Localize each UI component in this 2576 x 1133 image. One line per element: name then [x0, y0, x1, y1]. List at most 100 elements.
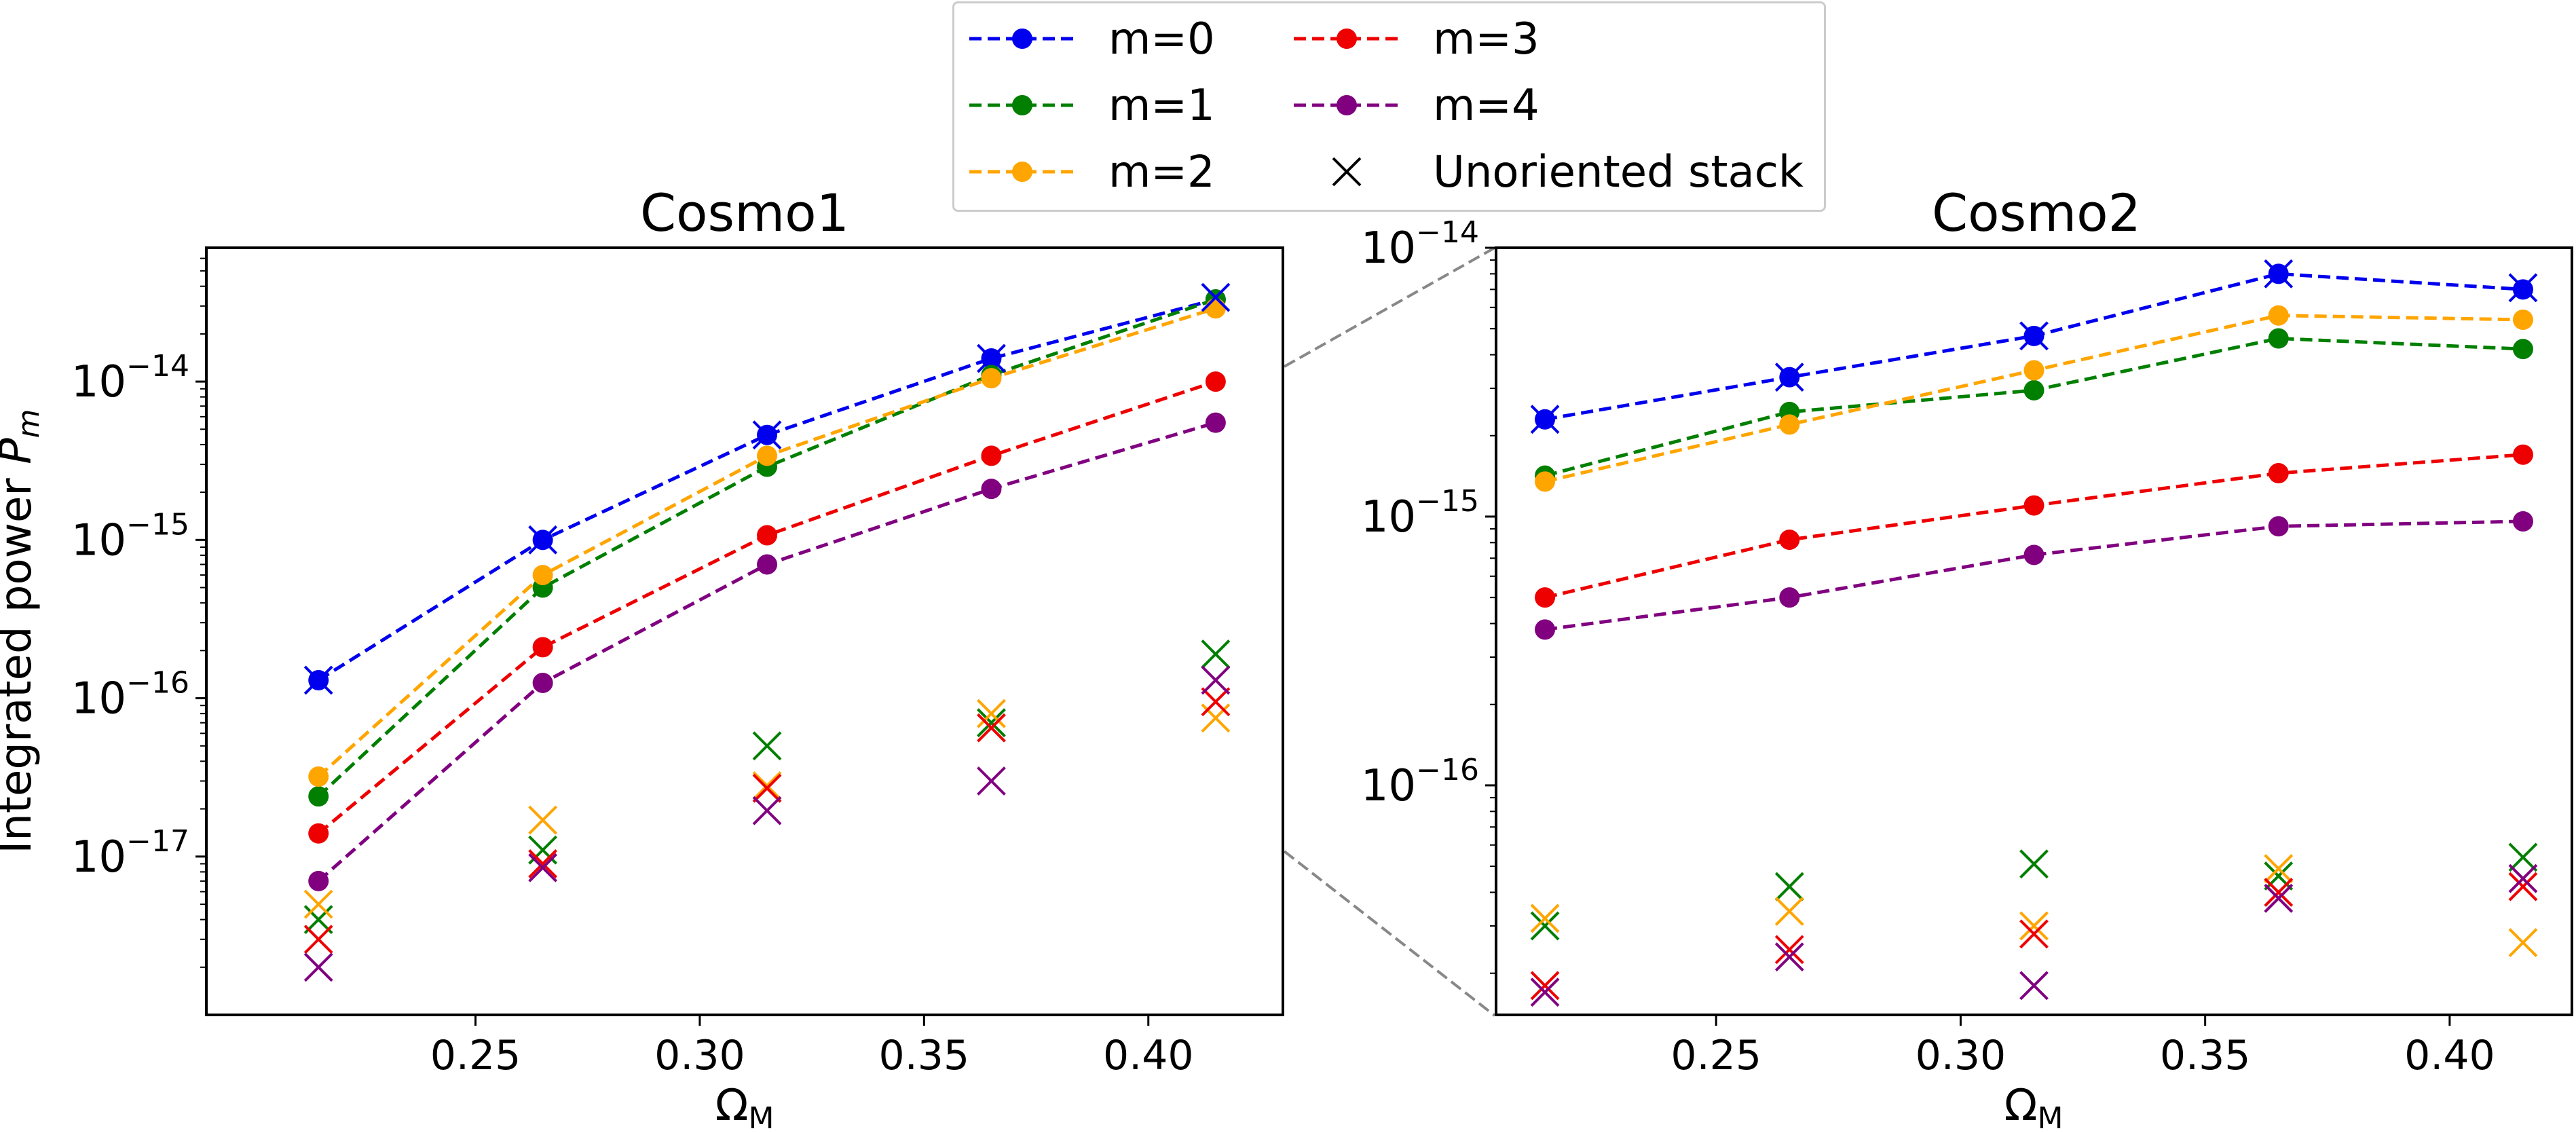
x-tick-label: 0.30: [1916, 1032, 2006, 1079]
legend-label: m=3: [1433, 14, 1539, 64]
series-line: [1544, 519, 2524, 631]
series-m=2: [308, 298, 1226, 787]
data-point: [532, 672, 553, 693]
series-m=3: [308, 371, 1226, 844]
legend-marker: [1332, 157, 1362, 187]
data-point: [1535, 587, 1556, 608]
unoriented-marker: [1530, 904, 1560, 933]
unoriented-marker: [752, 420, 782, 450]
data-point: [2512, 444, 2533, 465]
unoriented-marker: [303, 665, 333, 695]
unoriented-marker: [2019, 919, 2049, 949]
unoriented-marker: [2508, 273, 2538, 303]
unoriented-m=0: [303, 282, 1231, 695]
data-point: [2268, 463, 2289, 484]
legend-entry: Unoriented stack: [1332, 147, 1804, 198]
data-point: [757, 525, 778, 546]
y-tick-label: 10−16: [71, 666, 189, 724]
y-tick-label: 10−15: [71, 507, 189, 565]
panel-title: Cosmo1: [640, 183, 849, 243]
x-tick-label: 0.25: [430, 1032, 521, 1079]
data-point: [981, 445, 1002, 466]
unoriented-marker: [1201, 639, 1231, 669]
unoriented-m=3: [303, 687, 1231, 954]
data-point: [2268, 328, 2289, 349]
unoriented-marker: [1774, 942, 1804, 972]
unoriented-marker: [303, 889, 333, 919]
zoom-connector-bottom: [1283, 850, 1496, 1017]
unoriented-marker: [2264, 861, 2294, 891]
unoriented-marker: [2264, 878, 2294, 907]
unoriented-marker: [2508, 928, 2538, 957]
data-point: [1535, 619, 1556, 640]
unoriented-marker: [2019, 849, 2049, 879]
unoriented-marker: [752, 773, 782, 803]
unoriented-marker: [977, 708, 1006, 738]
unoriented-marker: [2508, 863, 2538, 893]
legend-canvas: m=0 m=1 m=2 m=3 m=4 Unoriented stack: [969, 14, 1804, 198]
legend-entry: m=4: [1294, 81, 1539, 131]
x-tick-label: 0.30: [654, 1032, 745, 1079]
x-axis-label: ΩM: [715, 1081, 774, 1133]
unoriented-marker: [303, 952, 333, 982]
chart-panel-cosmo1: Cosmo1 0.25 0.30 0.35 0.40 10−17 10−16 10−15 10…: [0, 183, 1284, 1133]
data-point: [308, 786, 329, 807]
y-tick-label: 10−14: [71, 349, 189, 407]
unoriented-marker: [1201, 687, 1231, 717]
y-tick-label: 10−15: [1361, 484, 1479, 542]
legend-entry: m=3: [1294, 14, 1539, 64]
data-point: [1205, 371, 1226, 392]
unoriented-marker: [303, 925, 333, 954]
data-point: [2023, 495, 2045, 516]
unoriented-marker: [752, 731, 782, 761]
legend-label: m=4: [1433, 81, 1539, 131]
unoriented-marker: [2019, 971, 2049, 1001]
legend-label: Unoriented stack: [1433, 147, 1804, 198]
unoriented-marker: [1201, 703, 1231, 733]
unoriented-m=2: [1530, 854, 2538, 957]
x-axis-label: ΩM: [2004, 1081, 2064, 1133]
unoriented-marker: [977, 766, 1006, 796]
series-line: [1544, 337, 2524, 478]
x-tick-label: 0.40: [1103, 1032, 1194, 1079]
data-point: [308, 870, 329, 891]
data-point: [532, 565, 553, 586]
data-point: [981, 479, 1002, 500]
unoriented-marker: [1201, 282, 1231, 312]
unoriented-marker: [528, 525, 558, 555]
data-point: [308, 823, 329, 844]
unoriented-marker: [1774, 872, 1804, 902]
series-line: [317, 297, 1216, 682]
series-m=1: [308, 289, 1226, 807]
unoriented-marker: [2264, 883, 2294, 913]
series-m=2: [1535, 305, 2533, 492]
panel-title: Cosmo2: [1932, 183, 2141, 243]
data-point: [1205, 298, 1226, 319]
unoriented-marker: [2264, 854, 2294, 883]
x-tick-label: 0.25: [1670, 1032, 1761, 1079]
data-point: [2023, 360, 2045, 381]
unoriented-marker: [977, 699, 1006, 728]
unoriented-marker: [1530, 971, 1560, 1001]
unoriented-marker: [1530, 978, 1560, 1007]
data-point: [2512, 510, 2533, 532]
series-m=3: [1535, 444, 2533, 608]
legend-entry: m=0: [969, 14, 1215, 64]
unoriented-m=4: [303, 665, 1231, 982]
unoriented-marker: [977, 713, 1006, 743]
unoriented-marker: [2264, 259, 2294, 289]
unoriented-marker: [1774, 363, 1804, 392]
data-point: [981, 368, 1002, 389]
unoriented-marker: [1530, 405, 1560, 434]
data-point: [757, 445, 778, 466]
unoriented-marker: [977, 343, 1006, 373]
legend: m=0 m=1 m=2 m=3 m=4 Unoriented stack: [952, 1, 1826, 212]
plot-frame: [1495, 246, 2573, 1016]
unoriented-marker: [2019, 321, 2049, 351]
data-point: [532, 637, 553, 658]
unoriented-marker: [528, 853, 558, 883]
x-tick-label: 0.40: [2404, 1032, 2495, 1079]
unoriented-marker: [528, 805, 558, 835]
unoriented-m=0: [1530, 259, 2538, 434]
unoriented-marker: [752, 771, 782, 800]
